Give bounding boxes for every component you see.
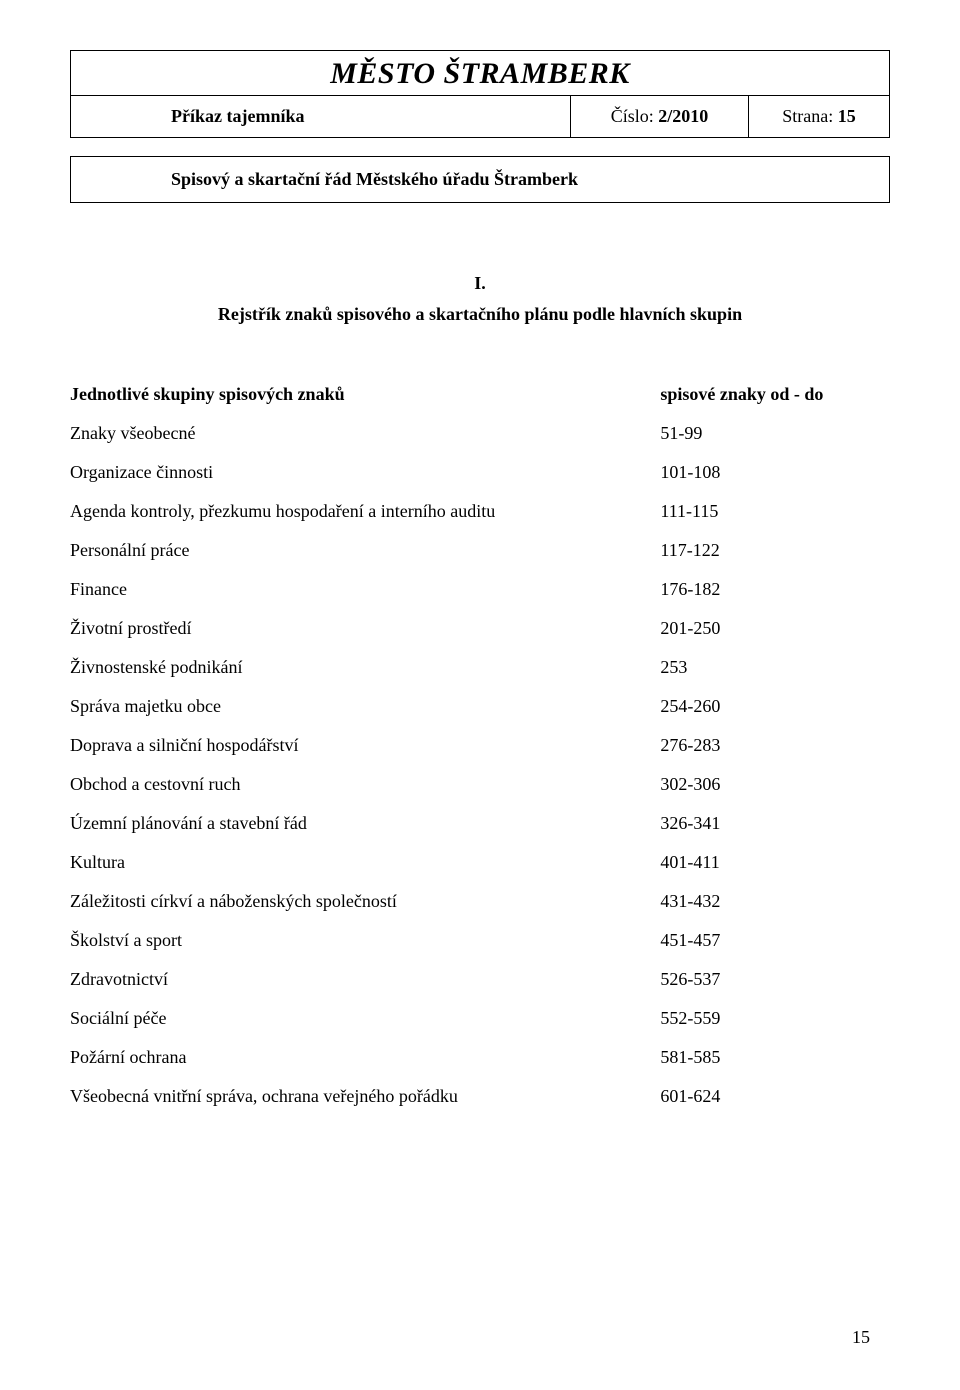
page-label: Strana: [782,106,833,126]
index-row-value: 117-122 [660,531,890,570]
index-header-value: spisové znaky od - do [660,375,890,414]
index-row-value: 601-624 [660,1077,890,1116]
index-row-label: Finance [70,570,660,609]
index-row: Sociální péče552-559 [70,999,890,1038]
index-row: Agenda kontroly, přezkumu hospodaření a … [70,492,890,531]
header-box: MĚSTO ŠTRAMBERK Příkaz tajemníka Číslo: … [70,50,890,138]
page: MĚSTO ŠTRAMBERK Příkaz tajemníka Číslo: … [0,0,960,1390]
index-row-label: Obchod a cestovní ruch [70,765,660,804]
index-row-label: Životní prostředí [70,609,660,648]
index-row-value: 401-411 [660,843,890,882]
index-row-value: 101-108 [660,453,890,492]
index-row-label: Zdravotnictví [70,960,660,999]
index-row: Požární ochrana581-585 [70,1038,890,1077]
doc-type: Příkaz tajemníka [71,96,571,137]
index-tbody: Jednotlivé skupiny spisových znakůspisov… [70,375,890,1116]
index-row-label: Znaky všeobecné [70,414,660,453]
page-cell: Strana: 15 [749,96,889,137]
index-row: Životní prostředí201-250 [70,609,890,648]
index-row-label: Požární ochrana [70,1038,660,1077]
index-row-label: Územní plánování a stavební řád [70,804,660,843]
index-row-value: 111-115 [660,492,890,531]
index-row-label: Živnostenské podnikání [70,648,660,687]
index-row-value: 451-457 [660,921,890,960]
index-row-label: Správa majetku obce [70,687,660,726]
index-row-value: 326-341 [660,804,890,843]
index-row-label: Záležitosti církví a náboženských společ… [70,882,660,921]
index-row-value: 552-559 [660,999,890,1038]
issue-label: Číslo: [611,106,654,126]
index-row: Obchod a cestovní ruch302-306 [70,765,890,804]
index-row-value: 276-283 [660,726,890,765]
index-row: Záležitosti církví a náboženských společ… [70,882,890,921]
index-row: Všeobecná vnitřní správa, ochrana veřejn… [70,1077,890,1116]
section-title: Rejstřík znaků spisového a skartačního p… [70,304,890,325]
index-header-row: Jednotlivé skupiny spisových znakůspisov… [70,375,890,414]
index-row: Finance176-182 [70,570,890,609]
header-meta-row: Příkaz tajemníka Číslo: 2/2010 Strana: 1… [71,96,889,137]
index-row-value: 201-250 [660,609,890,648]
issue-cell: Číslo: 2/2010 [571,96,749,137]
index-row: Organizace činnosti101-108 [70,453,890,492]
index-row-label: Personální práce [70,531,660,570]
index-row-value: 51-99 [660,414,890,453]
index-header-label: Jednotlivé skupiny spisových znaků [70,375,660,414]
issue-value: 2/2010 [658,106,708,126]
index-row-label: Kultura [70,843,660,882]
page-value: 15 [838,106,856,126]
index-row-value: 431-432 [660,882,890,921]
index-row-value: 581-585 [660,1038,890,1077]
index-row-value: 302-306 [660,765,890,804]
index-row-value: 176-182 [660,570,890,609]
index-row-label: Agenda kontroly, přezkumu hospodaření a … [70,492,660,531]
index-row-label: Doprava a silniční hospodářství [70,726,660,765]
index-row: Zdravotnictví526-537 [70,960,890,999]
index-row-label: Školství a sport [70,921,660,960]
index-row: Školství a sport451-457 [70,921,890,960]
index-row: Správa majetku obce254-260 [70,687,890,726]
subtitle-box: Spisový a skartační řád Městského úřadu … [70,156,890,203]
section-numeral: I. [70,273,890,294]
index-row: Znaky všeobecné51-99 [70,414,890,453]
index-row-label: Sociální péče [70,999,660,1038]
index-row-value: 526-537 [660,960,890,999]
index-row: Doprava a silniční hospodářství276-283 [70,726,890,765]
index-row-value: 254-260 [660,687,890,726]
index-row: Územní plánování a stavební řád326-341 [70,804,890,843]
index-table: Jednotlivé skupiny spisových znakůspisov… [70,375,890,1116]
subtitle-text: Spisový a skartační řád Městského úřadu … [171,169,578,189]
footer-page-number: 15 [852,1327,870,1348]
index-row-label: Organizace činnosti [70,453,660,492]
index-row-label: Všeobecná vnitřní správa, ochrana veřejn… [70,1077,660,1116]
index-row: Kultura401-411 [70,843,890,882]
index-row: Personální práce117-122 [70,531,890,570]
index-row: Živnostenské podnikání253 [70,648,890,687]
city-title: MĚSTO ŠTRAMBERK [71,51,889,96]
index-row-value: 253 [660,648,890,687]
